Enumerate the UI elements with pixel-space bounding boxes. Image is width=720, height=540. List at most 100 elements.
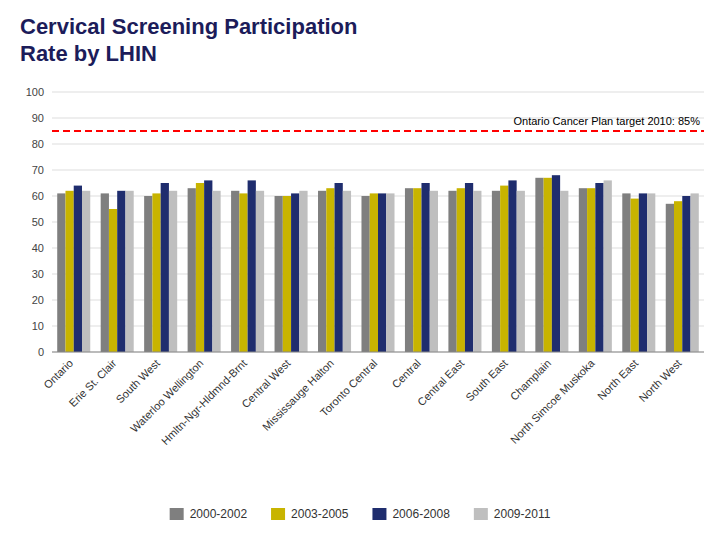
target-label: Ontario Cancer Plan target 2010: 85% bbox=[513, 115, 700, 127]
y-tick-label: 80 bbox=[32, 138, 44, 150]
y-tick-label: 70 bbox=[32, 164, 44, 176]
legend-label: 2009-2011 bbox=[494, 507, 551, 521]
bar bbox=[204, 180, 212, 352]
x-tick-label: Hmltn-Ngr-Hldmnd-Brnt bbox=[159, 357, 249, 447]
target-line bbox=[52, 130, 704, 132]
bar bbox=[421, 183, 429, 352]
x-tick-label: Toronto Central bbox=[318, 357, 380, 419]
x-tick-label: Waterloo Wellington bbox=[128, 357, 206, 435]
y-tick-label: 10 bbox=[32, 320, 44, 332]
bar bbox=[473, 191, 481, 352]
x-tick-label: Central East bbox=[415, 357, 466, 408]
bar bbox=[169, 191, 177, 352]
bar bbox=[413, 188, 421, 352]
bar bbox=[361, 196, 369, 352]
grid-line bbox=[52, 144, 704, 145]
bar bbox=[161, 183, 169, 352]
bar bbox=[248, 180, 256, 352]
bar bbox=[639, 193, 647, 352]
bar bbox=[448, 191, 456, 352]
bar bbox=[631, 199, 639, 352]
bar bbox=[457, 188, 465, 352]
bar bbox=[691, 193, 699, 352]
x-tick-label: North West bbox=[636, 357, 683, 404]
legend-swatch bbox=[271, 508, 285, 520]
y-tick-label: 50 bbox=[32, 216, 44, 228]
grid-line bbox=[52, 92, 704, 93]
x-tick-label: North East bbox=[595, 357, 640, 402]
legend: 2000-20022003-20052006-20082009-2011 bbox=[170, 507, 551, 521]
bar bbox=[492, 191, 500, 352]
title-line: Rate by LHIN bbox=[20, 41, 157, 66]
x-axis-line bbox=[52, 352, 704, 353]
bar bbox=[544, 178, 552, 352]
bar bbox=[109, 209, 117, 352]
bar bbox=[196, 183, 204, 352]
grid-line bbox=[52, 170, 704, 171]
bar bbox=[622, 193, 630, 352]
bar bbox=[239, 193, 247, 352]
legend-swatch bbox=[372, 508, 386, 520]
bar bbox=[579, 188, 587, 352]
bar bbox=[465, 183, 473, 352]
bar bbox=[535, 178, 543, 352]
bars bbox=[52, 131, 704, 132]
title-line: Cervical Screening Participation bbox=[20, 14, 357, 39]
bar bbox=[430, 191, 438, 352]
bar bbox=[552, 175, 560, 352]
bar bbox=[595, 183, 603, 352]
bar bbox=[152, 193, 160, 352]
bar bbox=[335, 183, 343, 352]
bar bbox=[299, 191, 307, 352]
bar bbox=[682, 196, 690, 352]
legend-label: 2003-2005 bbox=[291, 507, 349, 521]
bar bbox=[370, 193, 378, 352]
bar bbox=[188, 188, 196, 352]
bar bbox=[275, 196, 283, 352]
grid bbox=[52, 92, 704, 352]
bar bbox=[318, 191, 326, 352]
bar bbox=[212, 191, 220, 352]
legend-swatch bbox=[170, 508, 184, 520]
y-tick-label: 30 bbox=[32, 268, 44, 280]
bar bbox=[587, 188, 595, 352]
bar bbox=[343, 191, 351, 352]
x-tick-label: Erie St. Clair bbox=[66, 357, 118, 409]
y-tick-label: 20 bbox=[32, 294, 44, 306]
x-tick-label: Central bbox=[389, 357, 423, 391]
y-tick-label: 90 bbox=[32, 112, 44, 124]
bar bbox=[560, 191, 568, 352]
bar bbox=[378, 193, 386, 352]
bar bbox=[666, 204, 674, 352]
bar bbox=[144, 196, 152, 352]
bar bbox=[57, 193, 65, 352]
bar bbox=[326, 188, 334, 352]
legend-swatch bbox=[474, 508, 488, 520]
bar bbox=[283, 196, 291, 352]
bar bbox=[674, 201, 682, 352]
bar bbox=[405, 188, 413, 352]
bar bbox=[386, 193, 394, 352]
grid-line bbox=[52, 352, 704, 353]
bar bbox=[74, 186, 82, 352]
bar bbox=[647, 193, 655, 352]
bar bbox=[65, 191, 73, 352]
bar bbox=[500, 186, 508, 352]
y-tick-label: 40 bbox=[32, 242, 44, 254]
x-tick-label: Mississauge Halton bbox=[260, 357, 336, 433]
bar bbox=[517, 191, 525, 352]
bar bbox=[256, 191, 264, 352]
title: Cervical Screening ParticipationRate by … bbox=[20, 14, 357, 66]
bar bbox=[101, 193, 109, 352]
bar bbox=[125, 191, 133, 352]
x-tick-label: Ontario bbox=[41, 357, 75, 391]
chart: Cervical Screening ParticipationRate by … bbox=[0, 0, 720, 540]
y-tick-label: 100 bbox=[26, 86, 44, 98]
bar bbox=[117, 191, 125, 352]
y-tick-label: 60 bbox=[32, 190, 44, 202]
bar bbox=[508, 180, 516, 352]
y-tick-label: 0 bbox=[38, 346, 44, 358]
bar bbox=[604, 180, 612, 352]
legend-label: 2000-2002 bbox=[190, 507, 248, 521]
bar bbox=[231, 191, 239, 352]
